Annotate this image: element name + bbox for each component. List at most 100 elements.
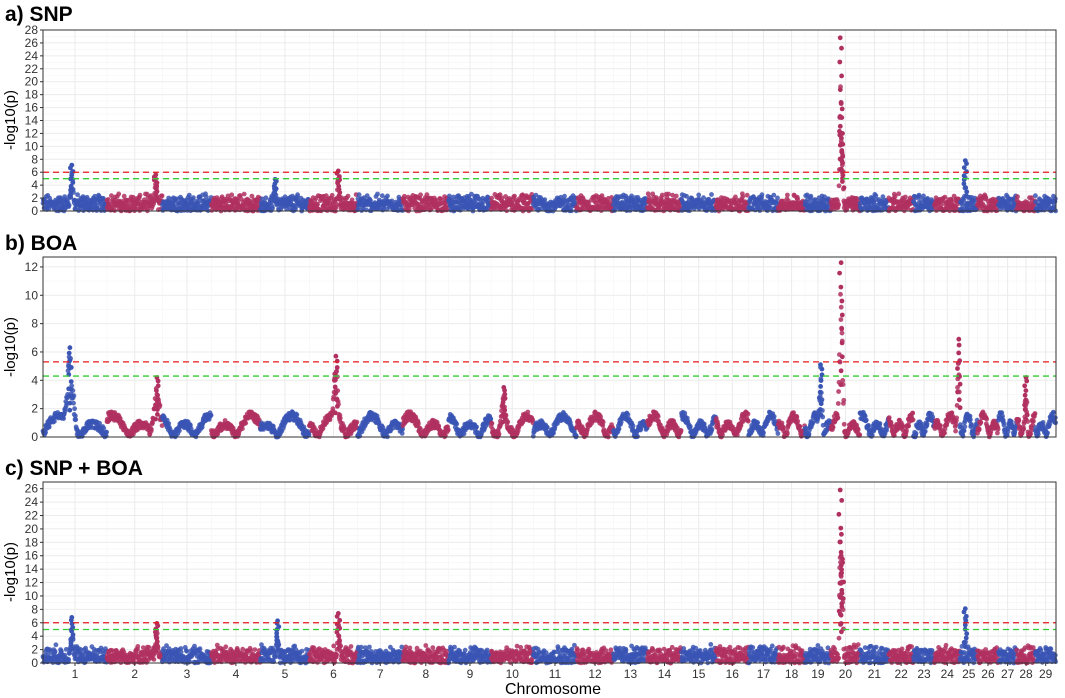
peak-point: [838, 100, 844, 105]
peak-point: [334, 358, 340, 364]
snp-point: [61, 416, 66, 421]
panel-b-ylabel: -log10(p): [2, 317, 19, 377]
snp-point: [52, 418, 57, 424]
peak-point: [332, 410, 338, 416]
snp-point: [903, 194, 908, 200]
snp-point: [149, 427, 154, 432]
peak-point: [70, 180, 76, 185]
peak-point: [964, 193, 969, 199]
snp-point: [295, 192, 300, 198]
peak-point: [68, 365, 74, 370]
peak-point: [837, 123, 843, 129]
snp-point: [71, 393, 77, 399]
peak-point: [837, 59, 843, 65]
snp-point: [562, 193, 567, 199]
peak-point: [67, 400, 73, 406]
peak-point: [68, 379, 74, 384]
snp-point: [241, 191, 247, 197]
y-tick-label: 4: [31, 178, 38, 192]
y-tick-label: 12: [25, 126, 39, 140]
peak-point: [840, 179, 845, 184]
peak-point: [840, 154, 845, 160]
snp-point: [630, 423, 636, 429]
snp-point: [745, 411, 751, 417]
y-tick-label: 26: [25, 36, 39, 50]
snp-point: [654, 197, 660, 203]
snp-point: [243, 420, 249, 426]
y-tick-label: 0: [31, 204, 38, 218]
peak-point: [68, 176, 73, 182]
snp-point: [93, 201, 98, 207]
snp-point: [294, 412, 300, 418]
snp-point: [357, 433, 363, 439]
snp-point: [177, 428, 182, 434]
snp-point: [759, 192, 765, 198]
snp-point: [785, 192, 790, 198]
snp-point: [544, 424, 550, 430]
snp-point: [836, 183, 842, 189]
snp-point: [75, 192, 80, 198]
y-tick-label: 18: [25, 88, 39, 102]
snp-point: [1052, 196, 1058, 202]
snp-point: [191, 195, 196, 201]
snp-point: [73, 417, 79, 423]
snp-point: [659, 192, 665, 198]
snp-point: [315, 202, 320, 207]
snp-point: [385, 193, 390, 199]
peak-point: [840, 160, 845, 166]
snp-point: [496, 431, 502, 437]
snp-point: [208, 412, 214, 418]
snp-point: [229, 192, 235, 198]
peak-point: [502, 388, 507, 393]
snp-point: [43, 430, 48, 435]
snp-point: [629, 193, 634, 199]
peak-point: [840, 172, 846, 178]
peak-point: [840, 141, 846, 147]
snp-point: [687, 424, 693, 429]
snp-point: [354, 419, 360, 425]
peak-point: [335, 403, 340, 409]
y-tick-label: 14: [25, 114, 39, 128]
snp-point: [416, 421, 421, 427]
peak-point: [839, 115, 845, 120]
snp-point: [445, 427, 451, 433]
peak-point: [153, 416, 159, 422]
snp-point: [599, 193, 605, 199]
snp-point: [673, 193, 679, 199]
snp-point: [72, 406, 77, 412]
peak-point: [153, 402, 158, 408]
snp-point: [186, 192, 192, 198]
snp-point: [157, 402, 163, 408]
peak-point: [334, 397, 340, 403]
peak-point: [68, 187, 73, 193]
peak-point: [839, 106, 845, 112]
peak-point: [334, 365, 340, 370]
snp-point: [368, 198, 373, 204]
snp-point: [337, 415, 343, 421]
peak-point: [332, 378, 337, 383]
snp-point: [635, 434, 640, 439]
peak-point: [333, 391, 338, 396]
points-layer: [40, 35, 1058, 214]
y-tick-label: 24: [25, 49, 39, 63]
snp-point: [70, 388, 76, 393]
peak-point: [154, 388, 159, 393]
snp-point: [684, 193, 689, 199]
snp-point: [775, 195, 780, 201]
peak-point: [839, 135, 844, 141]
snp-point: [542, 197, 548, 203]
peak-point: [273, 178, 279, 184]
y-tick-label: 20: [25, 75, 39, 89]
snp-point: [709, 426, 715, 432]
snp-point: [249, 193, 255, 199]
snp-point: [100, 195, 106, 201]
snp-point: [137, 192, 143, 198]
snp-point: [600, 419, 606, 425]
peak-point: [67, 345, 73, 351]
peak-point: [840, 131, 845, 136]
snp-point: [670, 192, 675, 198]
snp-point: [566, 202, 571, 208]
y-tick-label: 10: [25, 139, 39, 153]
